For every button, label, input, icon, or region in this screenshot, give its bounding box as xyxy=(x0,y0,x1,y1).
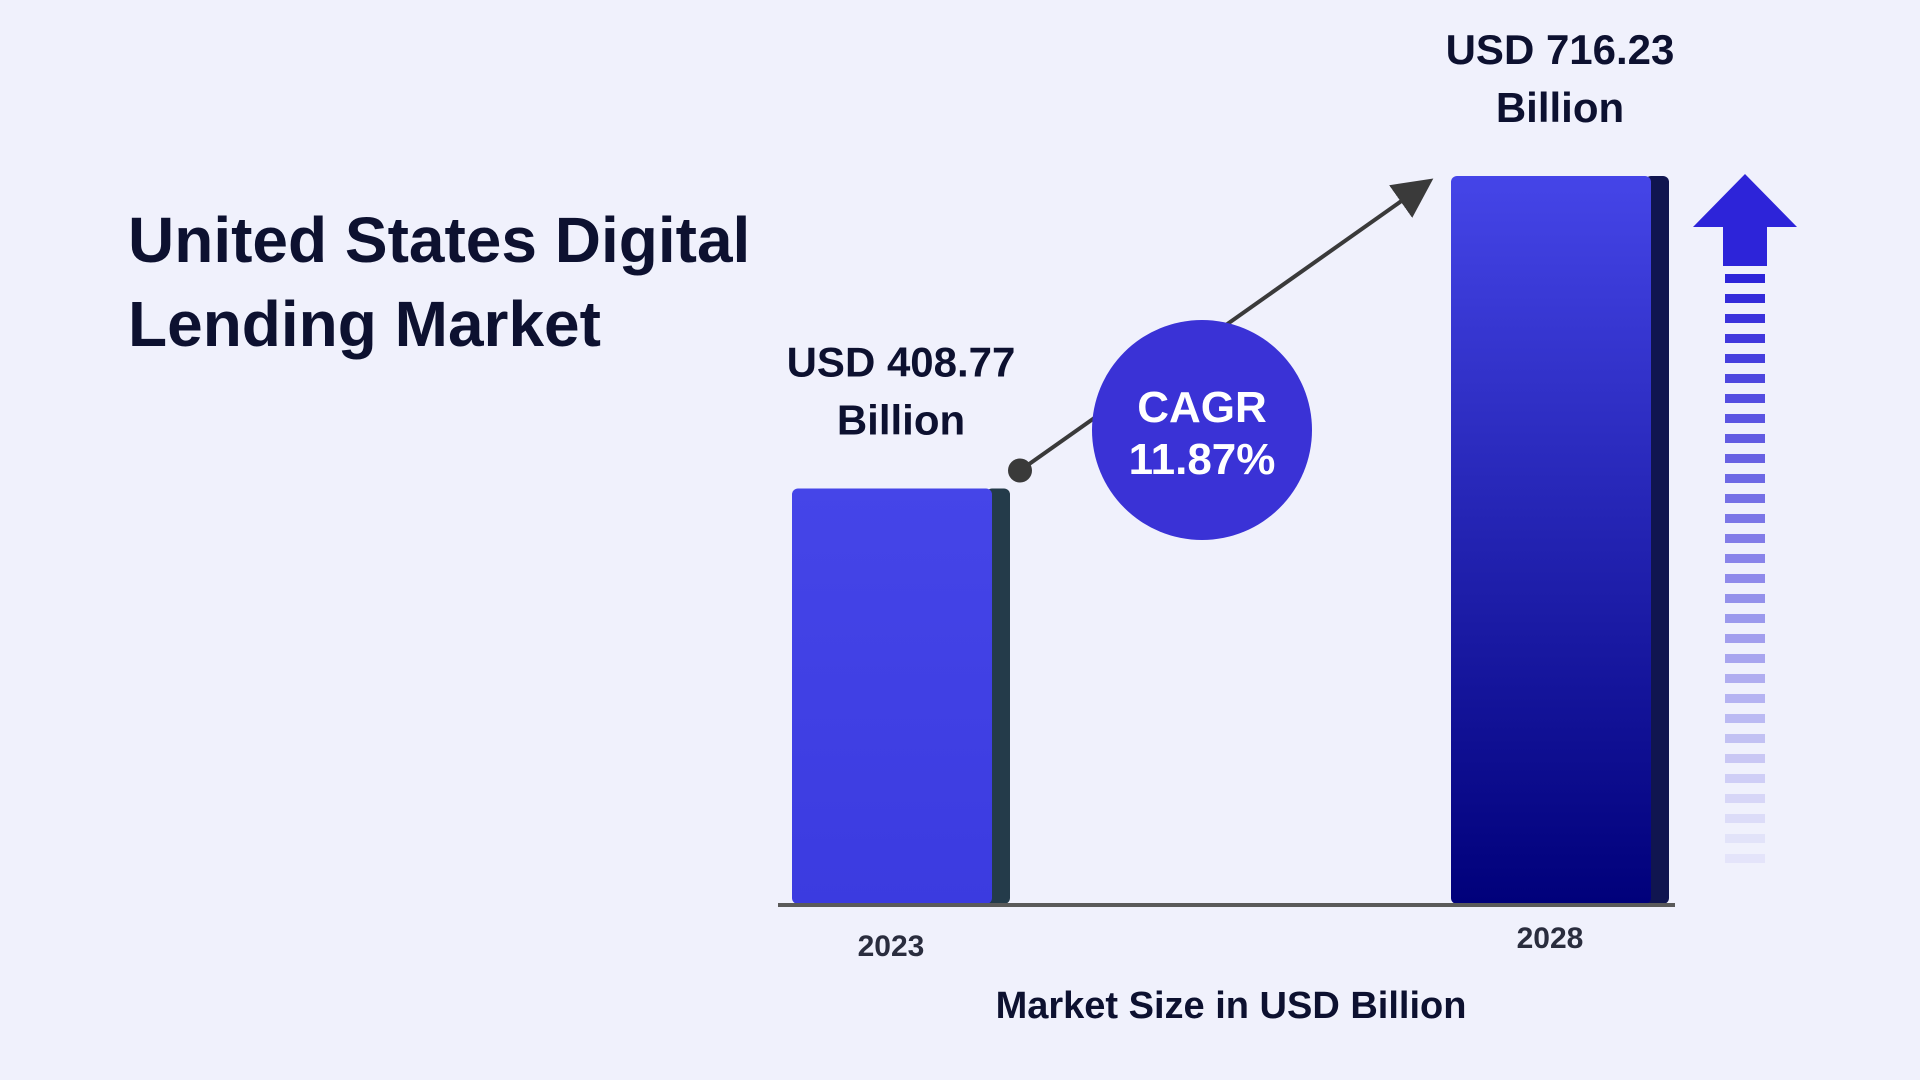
data-label-2028-line-2: Billion xyxy=(1496,84,1624,131)
up-arrow-dash xyxy=(1725,414,1765,423)
cagr-badge xyxy=(1092,320,1312,540)
up-arrow-dash xyxy=(1725,514,1765,523)
cagr-text-line-2: 11.87% xyxy=(1129,435,1276,484)
up-arrow-dash xyxy=(1725,694,1765,703)
up-arrow-dash xyxy=(1725,714,1765,723)
up-arrow-dash xyxy=(1725,674,1765,683)
up-arrow-dash xyxy=(1725,614,1765,623)
up-arrow-dash xyxy=(1725,794,1765,803)
up-arrow-dash xyxy=(1725,774,1765,783)
bar-2023 xyxy=(792,488,992,904)
up-arrow-dash xyxy=(1725,654,1765,663)
chart-title-line-1: United States Digital xyxy=(128,204,751,276)
up-arrow-icon xyxy=(1693,174,1797,266)
up-arrow-dash xyxy=(1725,394,1765,403)
bar-2028 xyxy=(1451,176,1651,904)
up-arrow-dash xyxy=(1725,534,1765,543)
up-arrow-dash xyxy=(1725,354,1765,363)
up-arrow-dash xyxy=(1725,494,1765,503)
chart-title-line-2: Lending Market xyxy=(128,288,601,360)
x-axis-title: Market Size in USD Billion xyxy=(996,985,1467,1027)
up-arrow-dash xyxy=(1725,314,1765,323)
up-arrow-dash xyxy=(1725,574,1765,583)
up-arrow-dash xyxy=(1725,634,1765,643)
up-arrow-dash xyxy=(1725,474,1765,483)
up-arrow-dash xyxy=(1725,594,1765,603)
up-arrow-dash xyxy=(1725,854,1765,863)
up-arrow-dash xyxy=(1725,454,1765,463)
x-tick-label-2028: 2028 xyxy=(1517,922,1584,955)
up-arrow-dash xyxy=(1725,374,1765,383)
data-label-2023-line-1: USD 408.77 xyxy=(787,339,1016,386)
up-arrow-dash xyxy=(1725,294,1765,303)
marks-layer: USD 408.77 Billion 2023 USD 716.23 Billion 20… xyxy=(778,26,1797,1027)
growth-arrow-start-dot xyxy=(1008,458,1032,483)
data-label-2028-line-1: USD 716.23 xyxy=(1446,26,1675,73)
up-arrow-dash xyxy=(1725,734,1765,743)
up-arrow-dash xyxy=(1725,754,1765,763)
up-arrow-dash xyxy=(1725,334,1765,343)
up-arrow-dash xyxy=(1725,814,1765,823)
up-arrow-dash xyxy=(1725,274,1765,283)
x-tick-label-2023: 2023 xyxy=(858,930,925,963)
data-label-2023-line-2: Billion xyxy=(837,397,965,444)
up-arrow-dash xyxy=(1725,554,1765,563)
up-arrow-dash xyxy=(1725,434,1765,443)
cagr-text-line-1: CAGR xyxy=(1137,383,1267,432)
up-arrow-dash xyxy=(1725,834,1765,843)
chart-title: United States Digital Lending Market xyxy=(128,198,828,366)
